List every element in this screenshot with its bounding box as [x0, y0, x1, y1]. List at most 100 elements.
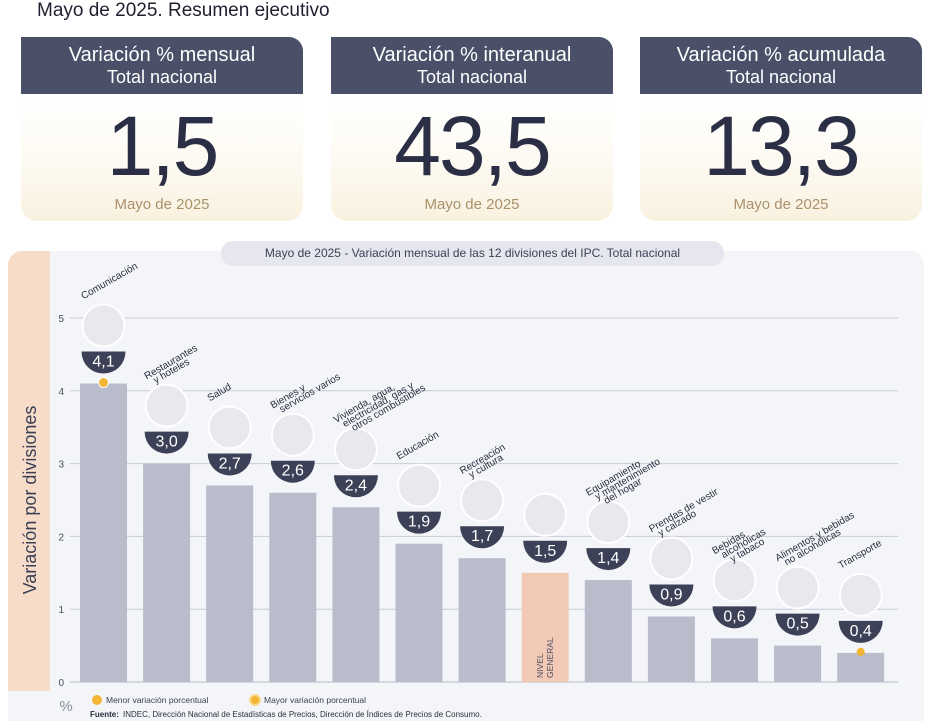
food-icon: [775, 565, 820, 610]
source-text: INDEC, Dirección Nacional de Estadística…: [123, 710, 482, 719]
value-badge: [586, 548, 631, 571]
t-shirt-icon: [649, 536, 694, 581]
dining-icon: [144, 383, 189, 428]
card-monthly: Variación % mensual Total nacional 1,5 M…: [21, 37, 303, 221]
card-body: 43,5 Mayo de 2025: [331, 94, 613, 221]
bar: [143, 463, 191, 682]
y-axis-label: Variación por divisiones: [20, 406, 40, 595]
value-badge: [333, 475, 378, 498]
card-subtitle: Total nacional: [416, 67, 528, 87]
card-header: Variación % interanual Total nacional: [331, 37, 613, 94]
card-value: 1,5: [106, 99, 220, 193]
value-badge: [81, 351, 126, 374]
bar: [458, 558, 506, 682]
data-label: 0,6: [723, 608, 745, 625]
air-conditioner-icon: [586, 500, 631, 545]
y-tick-label: 0: [58, 678, 64, 689]
value-badge: [775, 613, 820, 636]
value-badge: [397, 511, 441, 534]
book-icon: [397, 463, 441, 508]
card-body: 1,5 Mayo de 2025: [21, 94, 303, 221]
data-label: 1,7: [471, 528, 493, 545]
card-title: Variación % acumulada: [676, 44, 886, 66]
mobile-phone-icon: [81, 303, 126, 348]
data-label: 1,9: [408, 514, 430, 531]
bar: [80, 383, 127, 682]
y-axis-band: [8, 251, 50, 691]
card-period: Mayo de 2025: [114, 196, 210, 213]
bar: [711, 638, 758, 682]
first-aid-icon: [207, 405, 252, 450]
data-label: 1,5: [534, 543, 556, 560]
card-header: Variación % mensual Total nacional: [21, 37, 303, 94]
bar: [647, 616, 695, 682]
min-marker: [856, 647, 865, 656]
bar-category-label: GENERAL: [545, 637, 555, 678]
chart-title: Mayo de 2025 - Variación mensual de las …: [221, 241, 724, 266]
data-label: 2,4: [345, 477, 367, 494]
card-body: 13,3 Mayo de 2025: [640, 94, 922, 221]
category-label: Comunicación: [80, 261, 140, 302]
value-badge: [144, 431, 189, 454]
card-period: Mayo de 2025: [424, 196, 520, 213]
value-badge: [460, 526, 505, 549]
category-label: Transporte: [837, 538, 884, 572]
value-badge: [523, 540, 568, 563]
card-value: 43,5: [394, 99, 552, 193]
source-label: Fuente:: [90, 710, 119, 719]
bar: [837, 652, 885, 682]
card-value: 13,3: [703, 99, 861, 193]
data-label: 3,0: [155, 434, 177, 451]
value-badge: [649, 584, 694, 607]
legend-marker-max: [249, 694, 261, 706]
y-tick-label: 3: [58, 460, 64, 471]
data-label: 1,4: [597, 550, 619, 567]
value-badge: [712, 606, 757, 629]
data-label: 2,7: [219, 455, 241, 472]
bar: [774, 645, 822, 682]
chart-title-main: Variación mensual de las 12 divisiones d…: [351, 246, 681, 260]
card-title: Variación % interanual: [372, 44, 572, 66]
shopping-basket-icon: [523, 492, 568, 537]
bottles-icon: [712, 558, 757, 603]
y-tick-label: 5: [58, 314, 64, 325]
bar: [584, 580, 632, 682]
value-badge: [207, 453, 252, 476]
value-badge: [270, 460, 315, 483]
legend-label: Mayor variación porcentual: [264, 695, 366, 705]
legend-marker-min: [92, 695, 102, 705]
card-subtitle: Total nacional: [106, 67, 218, 87]
card-header: Variación % acumulada Total nacional: [640, 37, 922, 94]
bar: [395, 543, 443, 682]
y-unit-label: %: [59, 698, 72, 715]
comb-and-brush-icon: [270, 412, 315, 457]
beach-umbrella-icon: [460, 478, 505, 523]
chart-title-period: Mayo de 2025: [264, 246, 341, 260]
bar: [206, 485, 254, 682]
y-tick-label: 1: [58, 605, 64, 616]
page-title: Mayo de 2025. Resumen ejecutivo: [37, 0, 330, 21]
legend-label: Menor variación porcentual: [106, 695, 209, 705]
data-label: 4,1: [92, 354, 114, 371]
card-period: Mayo de 2025: [733, 196, 829, 213]
card-accumulated: Variación % acumulada Total nacional 13,…: [640, 37, 922, 221]
light-bulb-icon: [333, 427, 378, 472]
value-badge: [838, 620, 883, 643]
y-tick-label: 4: [58, 387, 64, 398]
sube-card-icon: [838, 572, 883, 617]
bar: [332, 507, 380, 682]
category-label: Salud: [206, 382, 234, 404]
card-subtitle: Total nacional: [725, 67, 837, 87]
category-label: Educación: [395, 429, 441, 462]
data-label: 0,5: [786, 616, 808, 633]
chart-title-separator: -: [340, 246, 352, 260]
bar: [521, 572, 569, 682]
bar: [269, 492, 317, 682]
card-year-on-year: Variación % interanual Total nacional 43…: [331, 37, 613, 221]
y-tick-label: 2: [58, 532, 64, 543]
card-title: Variación % mensual: [68, 44, 256, 66]
data-label: 0,9: [660, 586, 682, 603]
data-label: 2,6: [282, 463, 304, 480]
max-marker: [98, 377, 109, 389]
